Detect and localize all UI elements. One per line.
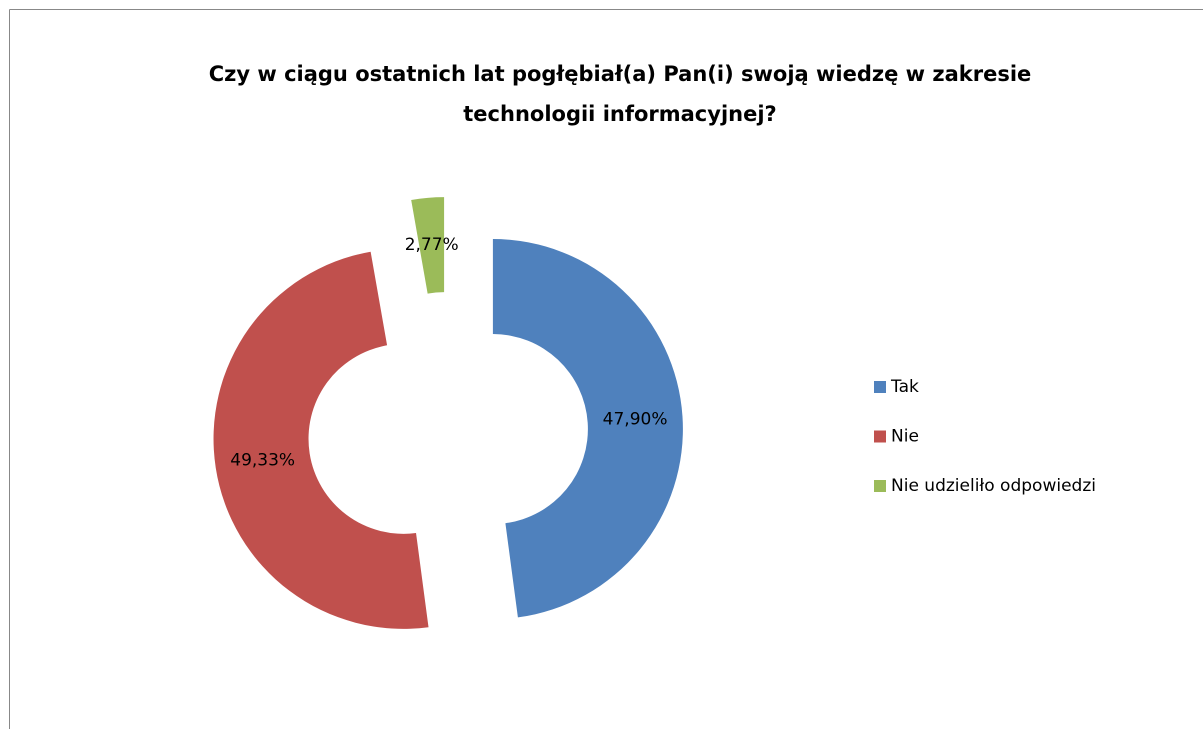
legend-swatch [874, 430, 886, 443]
chart-title: technologii informacyjnej? [463, 102, 776, 126]
doughnut-segment [213, 251, 429, 629]
legend-swatch [874, 381, 886, 393]
chart-title: Czy w ciągu ostatnich lat pogłębiał(a) P… [209, 62, 1032, 86]
data-label: 2,77% [405, 235, 459, 255]
legend-swatch [874, 480, 886, 492]
legend-label: Tak [890, 377, 919, 397]
data-label: 47,90% [603, 410, 668, 430]
legend-label: Nie udzieliło odpowiedzi [891, 476, 1096, 496]
doughnut-segment [492, 239, 683, 618]
legend-label: Nie [891, 427, 919, 447]
data-label: 49,33% [230, 451, 295, 471]
doughnut-segment [411, 197, 445, 294]
